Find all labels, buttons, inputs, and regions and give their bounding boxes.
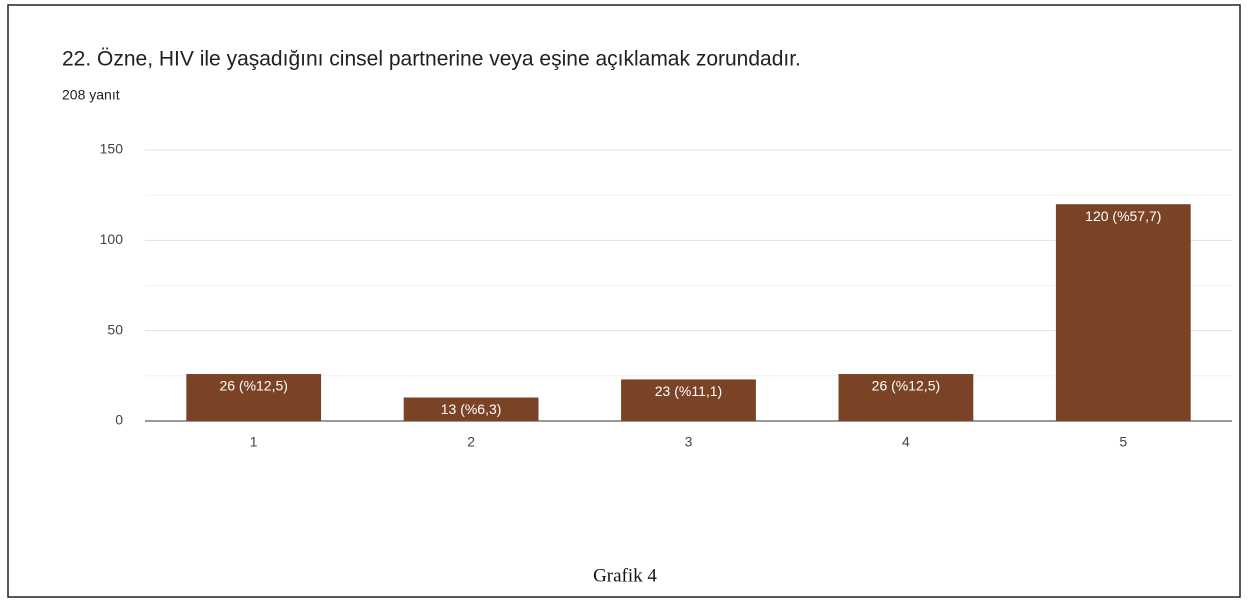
y-tick-label: 100 — [100, 231, 124, 247]
x-tick-label: 2 — [467, 434, 475, 450]
y-tick-label: 50 — [107, 321, 123, 337]
bar — [1055, 204, 1191, 421]
bar — [186, 374, 322, 421]
y-tick-label: 0 — [115, 412, 123, 428]
x-tick-label: 4 — [902, 434, 910, 450]
data-label: 23 (%11,1) — [655, 383, 722, 399]
data-label: 26 (%12,5) — [219, 378, 287, 394]
bar — [838, 374, 974, 421]
data-label: 26 (%12,5) — [872, 378, 940, 394]
chart-subtitle: 208 yanıt — [62, 87, 120, 103]
x-tick-label: 3 — [685, 434, 693, 450]
x-tick-label: 1 — [250, 434, 258, 450]
frame — [7, 4, 1241, 598]
data-label: 13 (%6,3) — [441, 401, 502, 417]
bar — [621, 379, 756, 421]
chart-title: 22. Özne, HIV ile yaşadığını cinsel part… — [62, 48, 801, 71]
x-tick-label: 5 — [1119, 434, 1127, 450]
y-tick-label: 150 — [100, 141, 124, 157]
caption: Grafik 4 — [593, 565, 657, 586]
data-label: 120 (%57,7) — [1085, 208, 1161, 224]
bar — [403, 397, 539, 421]
